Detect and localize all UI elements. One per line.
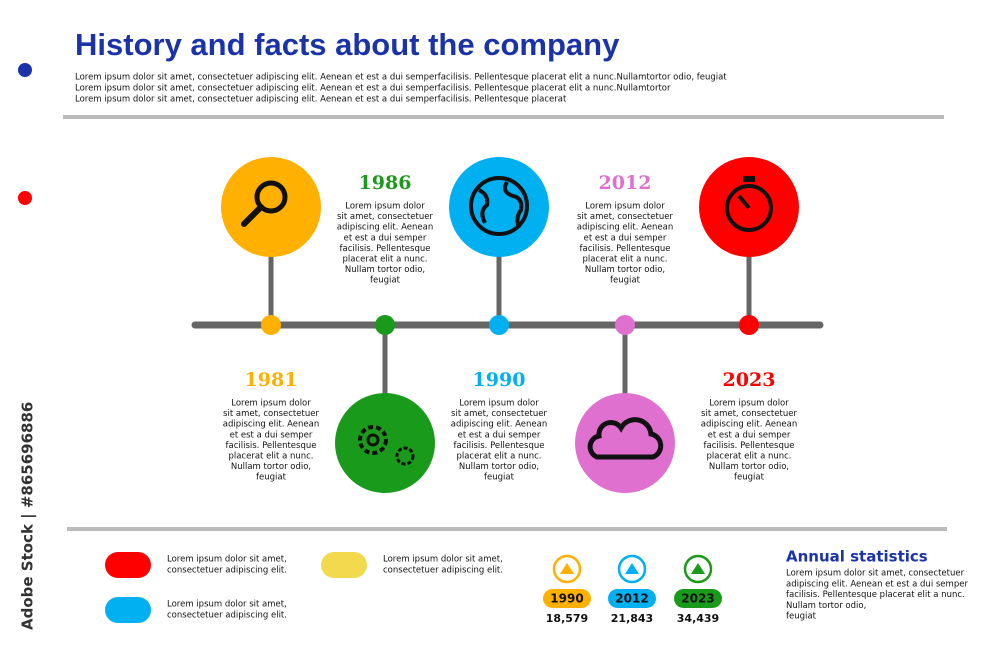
header-text: Lorem ipsum dolor sit amet, consectetuer… — [75, 95, 567, 105]
stat-value: 34,439 — [677, 612, 719, 625]
event-text: et est a dui semper — [458, 430, 541, 440]
event-text: feugiat — [734, 473, 765, 483]
event-text: facilisis. Pellentesque — [340, 244, 431, 254]
event-text: facilisis. Pellentesque — [226, 441, 317, 451]
legend-swatch — [105, 552, 151, 578]
legend-swatch — [321, 552, 367, 578]
event-text: placerat elit a nunc. — [706, 452, 791, 462]
icon — [358, 425, 415, 466]
event-text: placerat elit a nunc. — [228, 452, 313, 462]
icon — [725, 176, 773, 232]
event-year: 1981 — [245, 369, 298, 391]
event-text: et est a dui semper — [344, 233, 427, 243]
event-circle — [575, 393, 675, 493]
event-text: placerat elit a nunc. — [582, 255, 667, 265]
event-text: sit amet, consectetuer — [701, 409, 797, 419]
legend-text: consectetuer adipiscing elit. — [167, 611, 287, 621]
legend-text: consectetuer adipiscing elit. — [383, 566, 503, 576]
stat-year: 2023 — [681, 592, 714, 606]
event-text: facilisis. Pellentesque — [580, 244, 671, 254]
legend-swatch — [105, 597, 151, 623]
event-text: adipiscing elit. Aenean — [577, 223, 673, 233]
event-text: feugiat — [370, 276, 401, 286]
icon — [587, 417, 664, 460]
stats-text: Lorem ipsum dolor sit amet, consectetuer — [786, 569, 965, 579]
event-text: sit amet, consectetuer — [337, 212, 433, 222]
stats-text: adipiscing elit. Aenean et est a dui sem… — [786, 579, 968, 589]
event-text: et est a dui semper — [708, 430, 791, 440]
event-text: sit amet, consectetuer — [577, 212, 673, 222]
stat-arrow — [691, 563, 705, 574]
stat-value: 18,579 — [546, 612, 588, 625]
event-text: sit amet, consectetuer — [223, 409, 319, 419]
event-text: sit amet, consectetuer — [451, 409, 547, 419]
legend-text: Lorem ipsum dolor sit amet, — [383, 555, 503, 565]
watermark: Adobe Stock | #865696886 — [19, 402, 38, 630]
event-text: Nullam tortor odio, — [459, 462, 539, 472]
event-year: 2012 — [599, 172, 652, 194]
event-year: 1990 — [473, 369, 526, 391]
legend-text: Lorem ipsum dolor sit amet, — [167, 600, 287, 610]
header-text: Lorem ipsum dolor sit amet, consectetuer… — [75, 73, 727, 83]
legend-text: Lorem ipsum dolor sit amet, — [167, 555, 287, 565]
event-year: 2023 — [723, 369, 776, 391]
event-text: placerat elit a nunc. — [456, 452, 541, 462]
stats-text: facilisis. Pellentesque placerat elit a … — [786, 590, 965, 600]
event-circle — [221, 157, 321, 257]
stat-pill — [543, 589, 591, 608]
event-dot — [375, 315, 395, 335]
event-text: Nullam tortor odio, — [585, 265, 665, 275]
icon — [241, 180, 288, 227]
stat-arrow — [625, 563, 639, 574]
event-text: feugiat — [256, 473, 287, 483]
stat-value: 21,843 — [611, 612, 653, 625]
event-text: facilisis. Pellentesque — [454, 441, 545, 451]
event-text: feugiat — [610, 276, 641, 286]
dot — [18, 63, 32, 77]
event-text: adipiscing elit. Aenean — [701, 420, 797, 430]
header-text: Lorem ipsum dolor sit amet, consectetuer… — [75, 84, 671, 94]
event-text: placerat elit a nunc. — [342, 255, 427, 265]
icon — [469, 176, 529, 236]
stats-text: Nullam tortor odio, — [786, 601, 866, 611]
event-year: 1986 — [359, 172, 412, 194]
event-text: Lorem ipsum dolor — [585, 202, 665, 212]
event-text: adipiscing elit. Aenean — [223, 420, 319, 430]
stat-year: 1990 — [550, 592, 583, 606]
event-dot — [615, 315, 635, 335]
stat-pill — [674, 589, 722, 608]
event-text: et est a dui semper — [230, 430, 313, 440]
event-text: adipiscing elit. Aenean — [451, 420, 547, 430]
event-text: Nullam tortor odio, — [709, 462, 789, 472]
event-text: adipiscing elit. Aenean — [337, 223, 433, 233]
event-text: Lorem ipsum dolor — [459, 399, 539, 409]
stat-year: 2012 — [615, 592, 648, 606]
event-circle — [449, 157, 549, 257]
event-dot — [261, 315, 281, 335]
event-dot — [489, 315, 509, 335]
dot — [18, 191, 32, 205]
stats-title: Annual statistics — [786, 548, 928, 566]
event-text: Nullam tortor odio, — [345, 265, 425, 275]
stat-pill — [608, 589, 656, 608]
stat-arrow — [560, 563, 574, 574]
event-text: Lorem ipsum dolor — [345, 202, 425, 212]
event-text: facilisis. Pellentesque — [704, 441, 795, 451]
event-text: Lorem ipsum dolor — [231, 399, 311, 409]
legend-text: consectetuer adipiscing elit. — [167, 566, 287, 576]
stats-text: feugiat — [786, 612, 817, 622]
event-text: Nullam tortor odio, — [231, 462, 311, 472]
event-dot — [739, 315, 759, 335]
event-text: Lorem ipsum dolor — [709, 399, 789, 409]
title: History and facts about the company — [75, 27, 620, 62]
event-text: et est a dui semper — [584, 233, 667, 243]
event-text: feugiat — [484, 473, 515, 483]
